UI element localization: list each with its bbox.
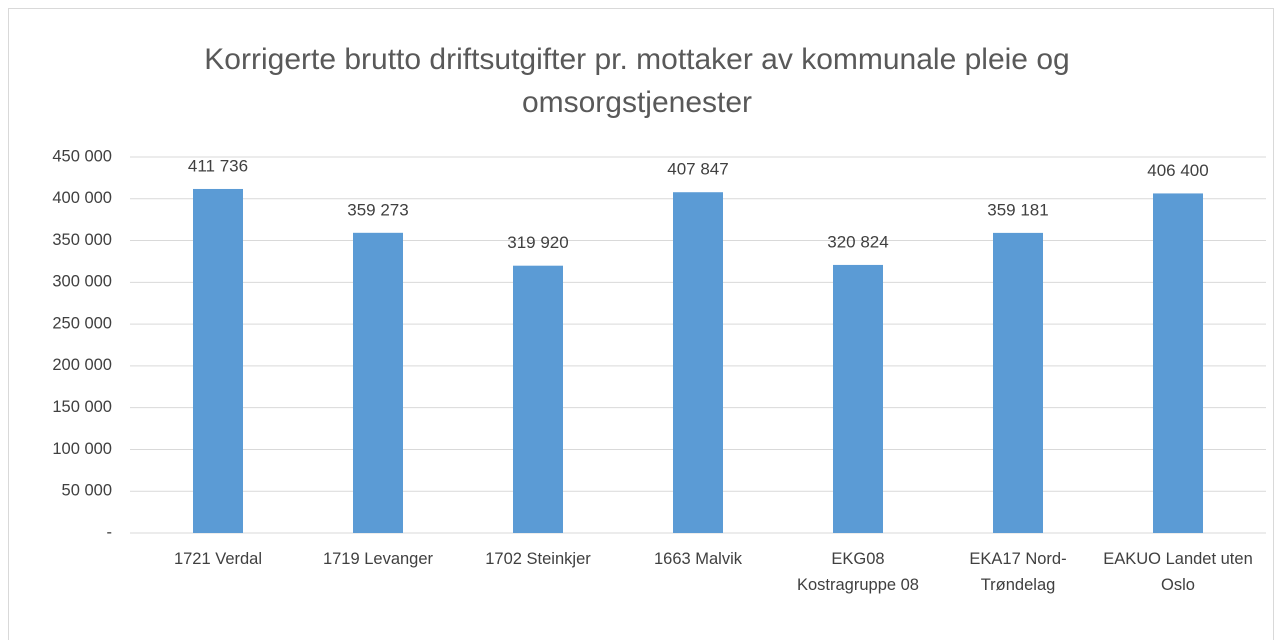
y-tick-label: 50 000 bbox=[62, 482, 112, 500]
x-tick-label: EKA17 Nord-Trøndelag bbox=[969, 550, 1067, 594]
x-tick-label: 1721 Verdal bbox=[173, 550, 263, 568]
data-label: 411 736 bbox=[188, 156, 248, 175]
bar bbox=[1153, 193, 1203, 533]
data-label: 320 824 bbox=[827, 232, 888, 251]
bar bbox=[833, 264, 883, 533]
x-tick-label: 1663 Malvik bbox=[653, 550, 743, 568]
bar bbox=[513, 265, 563, 533]
data-label: 359 181 bbox=[987, 200, 1048, 219]
x-tick-label: EAKUO Landet uten Oslo bbox=[1103, 550, 1253, 594]
bar bbox=[193, 188, 243, 534]
data-label: 359 273 bbox=[347, 200, 408, 219]
bar bbox=[993, 232, 1043, 533]
bar bbox=[353, 232, 403, 534]
chart-title: Korrigerte brutto driftsutgifter pr. mot… bbox=[204, 43, 1070, 119]
x-tick-label: 1719 Levanger bbox=[322, 550, 434, 568]
y-tick-label: - bbox=[107, 523, 113, 541]
data-label: 407 847 bbox=[667, 160, 728, 179]
y-tick-label: 150 000 bbox=[52, 398, 112, 416]
x-tick-label: 1702 Steinkjer bbox=[485, 550, 591, 568]
y-tick-label: 250 000 bbox=[52, 314, 112, 332]
y-tick-label: 300 000 bbox=[52, 273, 112, 291]
y-tick-label: 100 000 bbox=[52, 440, 112, 458]
bar bbox=[673, 192, 723, 533]
x-tick-label: EKG08 Kostragruppe 08 bbox=[796, 550, 919, 594]
data-label: 406 400 bbox=[1147, 161, 1208, 180]
y-tick-label: 200 000 bbox=[52, 356, 112, 374]
y-tick-label: 350 000 bbox=[52, 231, 112, 249]
y-tick-label: 400 000 bbox=[52, 189, 112, 207]
data-label: 319 920 bbox=[507, 233, 568, 252]
y-tick-label: 450 000 bbox=[52, 147, 112, 165]
